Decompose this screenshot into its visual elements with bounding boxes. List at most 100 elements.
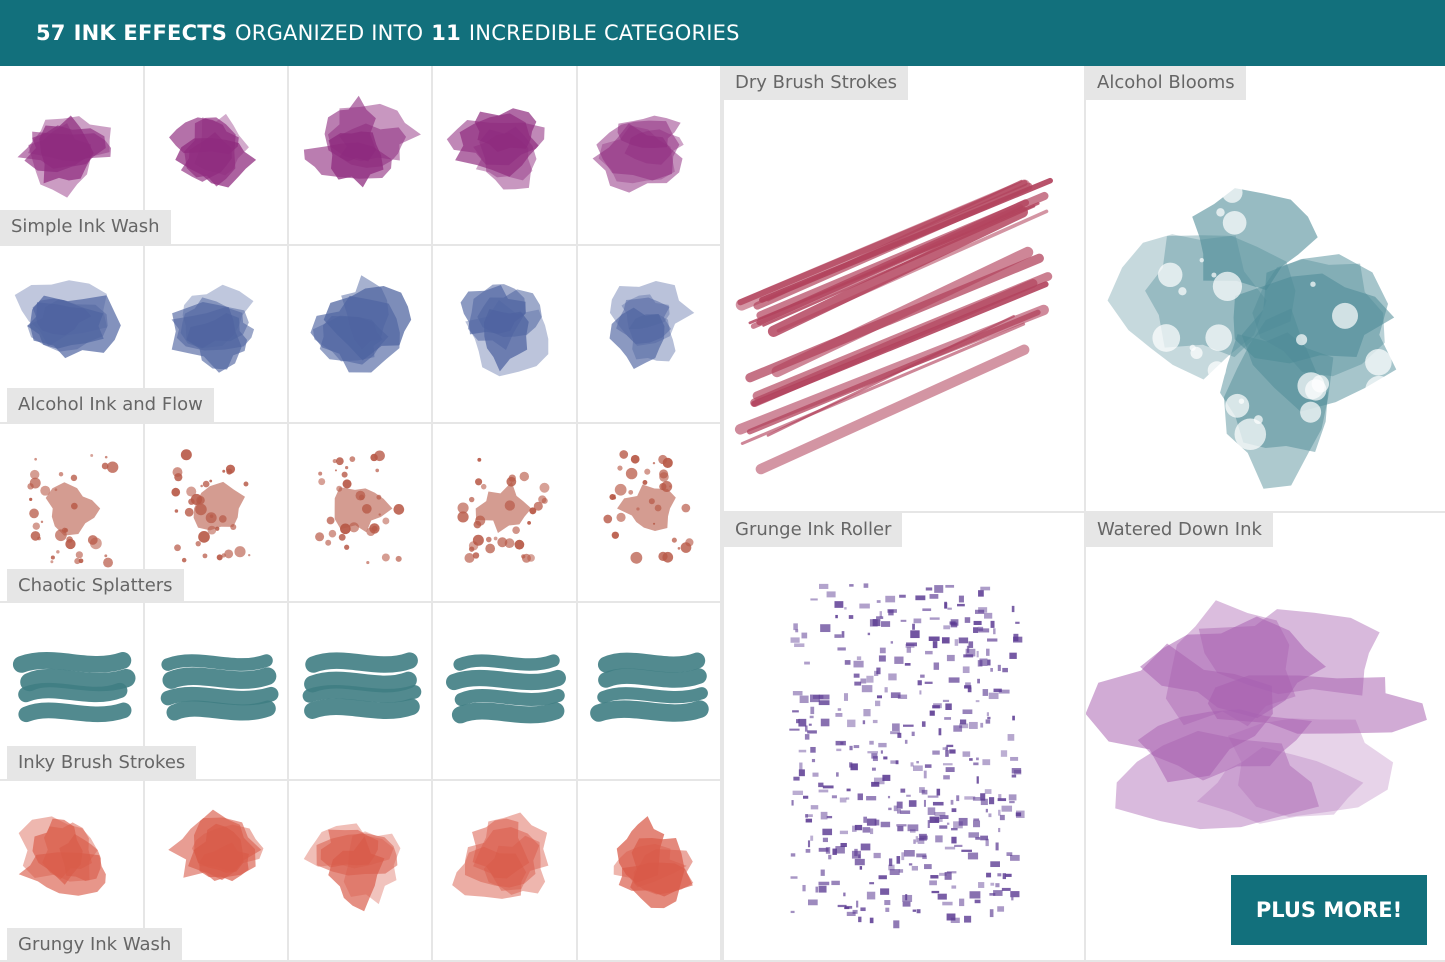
bloom-cell <box>1378 401 1383 407</box>
thumbnail-cell[interactable] <box>433 424 578 603</box>
roller-speck <box>878 655 886 662</box>
thumbnail-cell[interactable] <box>289 66 433 246</box>
roller-speck <box>837 708 842 711</box>
bloom-cell <box>1143 175 1166 197</box>
roller-speck <box>945 750 949 757</box>
roller-speck <box>859 866 863 870</box>
plus-more-button[interactable]: PLUS MORE! <box>1231 875 1427 945</box>
roller-speck <box>990 667 993 672</box>
brush-stroke <box>453 654 560 671</box>
roller-speck <box>858 854 861 859</box>
thumbnail-cell[interactable] <box>289 603 433 781</box>
panel-dry-brush-strokes[interactable]: Dry Brush Strokes <box>722 66 1084 513</box>
splatter-dot <box>216 554 223 561</box>
roller-speck <box>906 647 912 653</box>
roller-speck <box>861 685 873 693</box>
splatter-dot <box>315 532 325 542</box>
roller-speck <box>973 627 979 633</box>
roller-speck <box>1001 887 1011 891</box>
ink-blob <box>328 131 384 188</box>
splatter-dot <box>37 536 41 541</box>
ink-thumbnail <box>302 652 422 719</box>
roller-speck <box>946 744 954 748</box>
thumbnail-cell[interactable] <box>578 246 722 424</box>
thumbnail-cell[interactable] <box>578 424 722 603</box>
roller-speck <box>916 760 919 764</box>
roller-speck <box>932 750 940 755</box>
roller-speck <box>961 849 972 852</box>
category-label: Grungy Ink Wash <box>7 928 183 962</box>
thumbnail-cell[interactable] <box>433 66 578 246</box>
roller-speck <box>959 723 969 729</box>
ink-thumbnail <box>168 809 264 882</box>
roller-speck <box>1010 756 1019 761</box>
roller-speck <box>875 700 881 707</box>
roller-speck <box>925 650 933 655</box>
ink-thumbnail <box>171 449 251 563</box>
roller-speck <box>932 641 938 649</box>
splatter-dot <box>186 486 197 497</box>
roller-speck <box>954 639 959 646</box>
ink-blob <box>472 818 530 879</box>
categories-text: INCREDIBLE CATEGORIES <box>468 21 740 45</box>
thumbnail-cell[interactable] <box>145 781 289 962</box>
roller-speck <box>866 891 876 900</box>
bloom-cell <box>1157 262 1183 288</box>
alcohol-blooms-artwork <box>1107 175 1397 489</box>
bloom-cell <box>1323 187 1330 194</box>
roller-speck <box>978 590 984 597</box>
thumbnail-cell[interactable] <box>289 246 433 424</box>
roller-speck <box>962 751 971 757</box>
roller-speck <box>904 663 911 666</box>
ink-thumbnail <box>17 115 112 198</box>
thumbnail-cell[interactable] <box>433 781 578 962</box>
splatter-dot <box>174 473 183 482</box>
thumbnail-cell[interactable] <box>0 424 145 603</box>
roller-speck <box>836 748 842 752</box>
splatter-dot <box>512 526 520 534</box>
roller-speck <box>953 821 963 829</box>
thumbnail-cell[interactable] <box>433 246 578 424</box>
roller-speck <box>1009 800 1015 804</box>
ink-thumbnail <box>590 652 709 722</box>
roller-speck <box>927 807 936 815</box>
thumbnail-cell[interactable] <box>289 781 433 962</box>
roller-speck <box>1013 633 1019 642</box>
roller-speck <box>811 758 816 763</box>
brush-stroke <box>20 668 136 692</box>
splatter-dot <box>519 471 530 482</box>
splatter-dot <box>616 512 626 522</box>
roller-speck <box>984 612 993 619</box>
thumbnail-cell[interactable] <box>433 603 578 781</box>
roller-speck <box>835 846 845 854</box>
splatter-dot <box>171 487 181 497</box>
splatter-dot <box>652 461 656 465</box>
bloom-cell <box>1207 361 1226 380</box>
splatter-dot <box>642 480 648 485</box>
splatter-dot <box>612 495 617 500</box>
roller-speck <box>985 719 991 724</box>
thumbnail-cell[interactable] <box>578 781 722 962</box>
thumbnail-cell[interactable] <box>578 603 722 781</box>
ink-thumbnail <box>171 284 255 373</box>
roller-speck <box>976 776 979 784</box>
panel-grunge-ink-roller[interactable]: Grunge Ink Roller <box>722 513 1084 962</box>
roller-speck <box>872 719 878 724</box>
roller-speck <box>812 772 819 777</box>
thumbnail-cell[interactable] <box>289 424 433 603</box>
roller-speck <box>835 614 838 619</box>
splatter-dot <box>680 542 692 553</box>
thumbnail-cell[interactable] <box>578 66 722 246</box>
roller-speck <box>803 795 809 799</box>
roller-speck <box>980 835 989 841</box>
roller-speck <box>870 828 874 835</box>
bloom-blob <box>1233 273 1395 364</box>
brush-stroke <box>598 668 707 688</box>
roller-speck <box>945 584 955 588</box>
panel-alcohol-blooms[interactable]: Alcohol Blooms <box>1084 66 1445 513</box>
splatter-dot <box>103 557 113 568</box>
ink-blob <box>27 299 108 352</box>
roller-speck <box>867 632 871 636</box>
thumbnail-cell[interactable] <box>145 246 289 424</box>
splatter-dot <box>630 454 640 464</box>
